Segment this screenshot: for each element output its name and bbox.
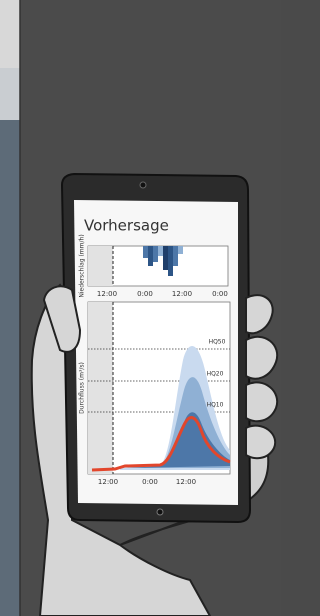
flow-tick: 12:00: [176, 478, 196, 486]
camera: [140, 182, 146, 188]
side-tab: [0, 68, 20, 120]
precip-tick: 0:00: [212, 290, 228, 298]
precip-past: [88, 246, 113, 286]
flow-past: [88, 302, 113, 474]
flow-tick: 12:00: [98, 478, 118, 486]
illustration: Vorhersage Niederschlag (mm/h) 12:00 0:0…: [0, 0, 281, 616]
threshold-label: HQ20: [207, 371, 224, 378]
precip-tick: 12:00: [172, 290, 192, 298]
finger: [246, 382, 277, 421]
screen-title: Vorhersage: [84, 217, 169, 235]
page: {"screen": {"title": "Vorhersage", "prec…: [0, 0, 281, 616]
precip-tick: 12:00: [97, 290, 117, 298]
threshold-label: HQ50: [209, 339, 226, 346]
flow-tick: 0:00: [142, 478, 158, 486]
precip-tick: 0:00: [137, 290, 153, 298]
precip-axis-label: Niederschlag (mm/h): [79, 234, 86, 297]
home-dot: [157, 509, 163, 515]
threshold-label: HQ10: [207, 402, 224, 409]
flow-axis-label: Durchfluss (m³/s): [79, 362, 86, 414]
